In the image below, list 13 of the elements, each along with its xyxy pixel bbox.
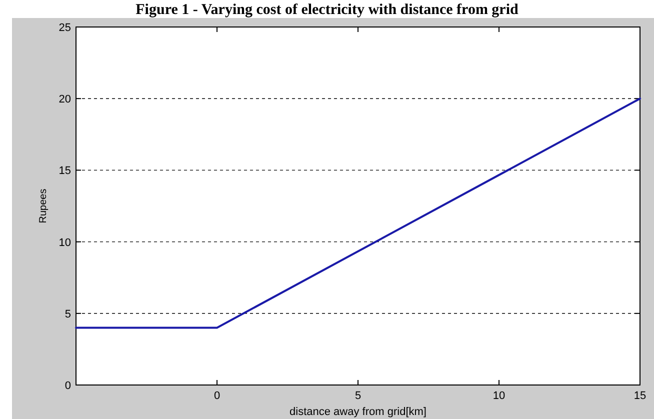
y-tick-label: 15 xyxy=(58,165,71,178)
chart-title: Figure 1 - Varying cost of electricity with distance from grid xyxy=(136,2,520,18)
y-tick-label: 20 xyxy=(58,94,71,106)
x-tick-label: 5 xyxy=(354,390,362,402)
x-tick-label: 0 xyxy=(214,390,220,402)
y-tick-label: 5 xyxy=(64,308,71,320)
y-tick-label: 0 xyxy=(64,380,71,392)
y-tick-label: 25 xyxy=(58,22,71,34)
x-axis-title: distance away from grid[km] xyxy=(290,406,426,418)
x-tick-label: 15 xyxy=(634,390,646,402)
x-tick-label: 10 xyxy=(492,390,506,402)
y-tick-label: 10 xyxy=(58,236,71,249)
y-axis-title: Rupees xyxy=(38,188,49,224)
